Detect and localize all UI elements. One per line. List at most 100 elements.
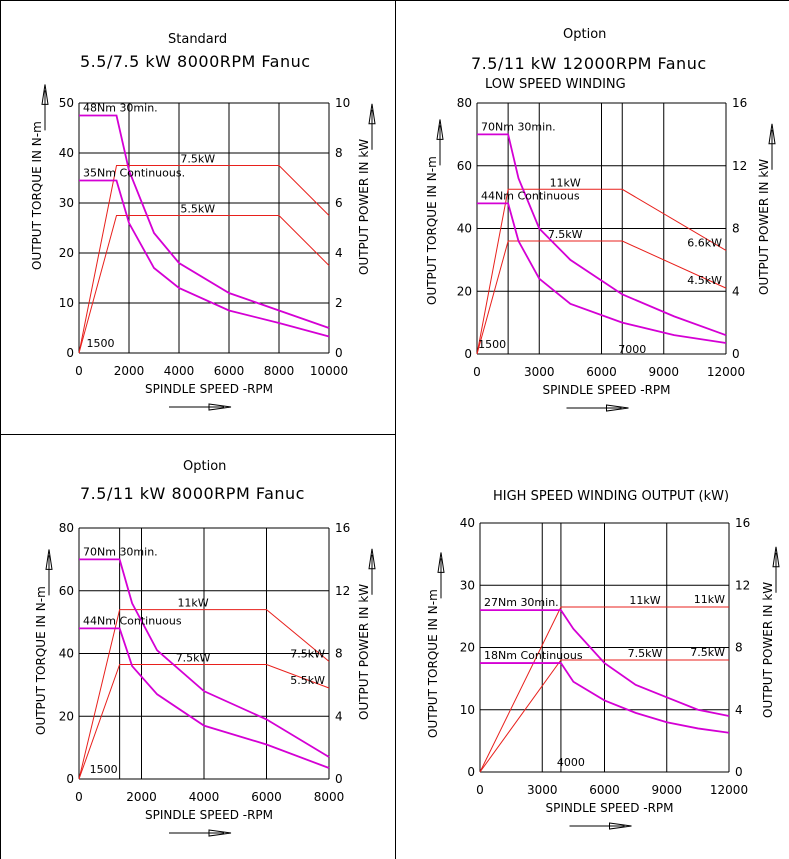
chart-1-group bbox=[436, 102, 776, 412]
power-line-1 bbox=[78, 663, 330, 780]
x-arrow-head bbox=[609, 822, 632, 830]
x-arrow-head bbox=[208, 829, 232, 837]
torque-series-label: 27Nm 30min. bbox=[484, 596, 559, 609]
x-tick-label: 3000 bbox=[527, 783, 558, 797]
power-end-label: 5.5kW bbox=[290, 674, 325, 687]
x-tick-label: 12000 bbox=[707, 365, 745, 379]
y-tick-label: 60 bbox=[59, 584, 74, 598]
x-tick-label: 10000 bbox=[310, 364, 348, 378]
panel-subtitle: Option bbox=[563, 27, 607, 42]
x-tick-label: 0 bbox=[75, 790, 83, 804]
torque-line-0 bbox=[79, 558, 330, 758]
power-series-label: 5.5kW bbox=[180, 203, 215, 216]
y2-tick-label: 8 bbox=[732, 222, 740, 236]
power-series-label: 7.5kW bbox=[628, 647, 663, 660]
chart-2-group bbox=[45, 527, 376, 837]
y2-arrow-head bbox=[768, 123, 776, 145]
y-axis-label: OUTPUT TORQUE IN N-m bbox=[426, 589, 440, 738]
panel-title: 5.5/7.5 kW 8000RPM Fanuc bbox=[80, 52, 311, 71]
y2-tick-label: 12 bbox=[735, 578, 750, 592]
y2-tick-label: 0 bbox=[335, 346, 343, 360]
y-tick-label: 40 bbox=[460, 516, 475, 530]
y-axis-label: OUTPUT TORQUE IN N-m bbox=[30, 121, 44, 270]
y2-tick-label: 0 bbox=[335, 772, 343, 786]
torque-series-label: 44Nm Continuous bbox=[481, 189, 580, 202]
power-series-label: 11kW bbox=[550, 176, 581, 189]
power-end-label: 6.6kW bbox=[687, 236, 722, 249]
x-tick-label: 6000 bbox=[589, 783, 620, 797]
y2-tick-label: 4 bbox=[732, 284, 740, 298]
y-tick-label: 20 bbox=[457, 284, 472, 298]
y2-tick-label: 12 bbox=[335, 584, 350, 598]
torque-line-0 bbox=[477, 133, 727, 337]
power-line-0 bbox=[476, 188, 727, 355]
power-series-label: 11kW bbox=[177, 597, 208, 610]
y-axis-label: OUTPUT TORQUE IN N-m bbox=[34, 586, 48, 735]
y2-tick-label: 0 bbox=[735, 765, 743, 779]
x-tick-label: 6000 bbox=[586, 365, 617, 379]
power-end-label: 11kW bbox=[694, 593, 725, 606]
y2-tick-label: 4 bbox=[335, 709, 343, 723]
y2-tick-label: 0 bbox=[732, 347, 740, 361]
outer-frame-top bbox=[0, 0, 789, 1]
torque-series-label: 48Nm 30min. bbox=[83, 102, 158, 115]
y-tick-label: 10 bbox=[59, 296, 74, 310]
power-line-1 bbox=[476, 240, 727, 355]
y2-tick-label: 8 bbox=[335, 647, 343, 661]
x-arrow-head bbox=[606, 404, 629, 412]
corner-speed-label: 7000 bbox=[618, 343, 646, 356]
x-tick-label: 3000 bbox=[524, 365, 555, 379]
torque-line-1 bbox=[480, 662, 730, 734]
panel-title: 7.5/11 kW 8000RPM Fanuc bbox=[80, 484, 305, 503]
vertical-divider bbox=[395, 0, 396, 859]
torque-line-1 bbox=[79, 179, 330, 338]
y-tick-label: 40 bbox=[457, 222, 472, 236]
y2-tick-label: 16 bbox=[735, 516, 750, 530]
y-tick-label: 20 bbox=[460, 641, 475, 655]
power-series-label: 7.5kW bbox=[180, 153, 215, 166]
y-tick-label: 40 bbox=[59, 647, 74, 661]
y-arrow-head bbox=[436, 119, 444, 140]
y-tick-label: 20 bbox=[59, 246, 74, 260]
y2-tick-label: 16 bbox=[732, 96, 747, 110]
x-tick-label: 2000 bbox=[126, 790, 157, 804]
y2-tick-label: 16 bbox=[335, 521, 350, 535]
winding-note: LOW SPEED WINDING bbox=[485, 77, 626, 92]
y2-arrow-head bbox=[772, 546, 780, 568]
x-tick-label: 0 bbox=[476, 783, 484, 797]
y-tick-label: 0 bbox=[467, 765, 475, 779]
x-tick-label: 4000 bbox=[189, 790, 220, 804]
y-tick-label: 20 bbox=[59, 709, 74, 723]
power-line-1 bbox=[479, 659, 729, 773]
y-arrow-head bbox=[41, 84, 49, 105]
torque-line-1 bbox=[477, 202, 727, 344]
y2-axis-label: OUTPUT POWER IN kW bbox=[757, 159, 771, 295]
y-tick-label: 50 bbox=[59, 96, 74, 110]
x-tick-label: 8000 bbox=[264, 364, 295, 378]
base-speed-label: 1500 bbox=[90, 763, 118, 776]
x-tick-label: 2000 bbox=[114, 364, 145, 378]
y-arrow-head bbox=[437, 552, 445, 573]
torque-line-0 bbox=[79, 114, 330, 329]
y2-axis-label: OUTPUT POWER IN kW bbox=[357, 139, 371, 275]
y-tick-label: 60 bbox=[457, 159, 472, 173]
x-tick-label: 6000 bbox=[251, 790, 282, 804]
y2-tick-label: 8 bbox=[335, 146, 343, 160]
base-speed-label: 1500 bbox=[478, 338, 506, 351]
x-tick-label: 9000 bbox=[648, 365, 679, 379]
x-axis-label: SPINDLE SPEED -RPM bbox=[145, 808, 273, 822]
x-tick-label: 0 bbox=[473, 365, 481, 379]
y-tick-label: 30 bbox=[460, 578, 475, 592]
base-speed-label: 1500 bbox=[87, 337, 115, 350]
power-end-label: 7.5kW bbox=[690, 646, 725, 659]
base-speed-label: 4000 bbox=[557, 756, 585, 769]
x-axis-label: SPINDLE SPEED -RPM bbox=[542, 383, 670, 397]
y2-tick-label: 6 bbox=[335, 196, 343, 210]
x-tick-label: 8000 bbox=[314, 790, 345, 804]
y2-arrow-head bbox=[368, 103, 376, 125]
y2-tick-label: 4 bbox=[735, 703, 743, 717]
x-tick-label: 12000 bbox=[710, 783, 748, 797]
y2-arrow-head bbox=[368, 548, 376, 570]
y2-axis-label: OUTPUT POWER IN kW bbox=[761, 582, 775, 718]
